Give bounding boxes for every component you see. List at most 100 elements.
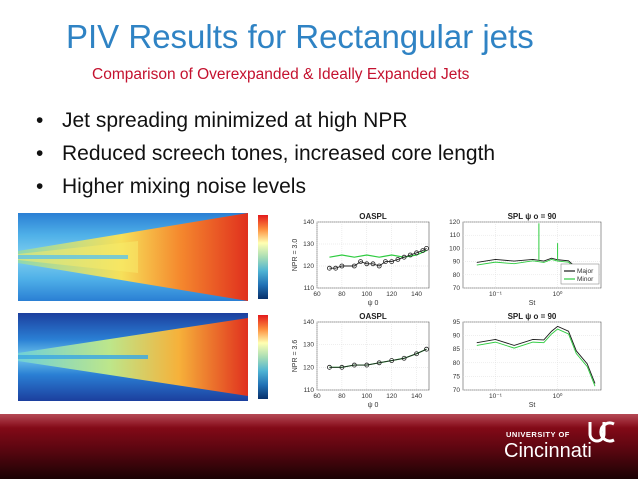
logo-university-text: UNIVERSITY OF <box>506 430 570 439</box>
colorbar <box>258 215 268 299</box>
y-tick-label: 85 <box>453 346 461 353</box>
series-line <box>329 248 427 269</box>
oaspl-chart-npr30: 110 120 130 140 60 80 100 120 140 OASPL ψ 0 NPR = 3… <box>287 210 435 308</box>
chart-title: OASPL <box>359 312 387 321</box>
data-point <box>420 248 426 253</box>
y-tick-label: 100 <box>449 245 460 252</box>
y-tick-label: 90 <box>453 333 461 340</box>
series-line <box>329 348 427 368</box>
data-point <box>339 263 345 269</box>
chart-title: OASPL <box>359 212 387 221</box>
colorbar-ticks <box>270 215 282 299</box>
x-tick-label: 100 <box>361 393 372 400</box>
data-point <box>395 257 401 262</box>
y-tick-label: 140 <box>303 319 314 326</box>
oaspl-chart-svg: 110 120 130 140 60 80 100 120 140 OASPL ψ 0 NPR = 3… <box>292 212 430 307</box>
legend-label: Minor <box>577 276 594 283</box>
bullet-icon: • <box>36 142 44 165</box>
data-point <box>376 263 382 269</box>
data-point <box>424 246 429 251</box>
x-axis-label: St <box>529 402 536 409</box>
spl-chart-npr30: 70 80 90 100 110 120 10⁻¹ 10⁰ SPL ψ o = 90 St Majo… <box>437 210 607 308</box>
uc-logo-icon <box>588 421 615 443</box>
data-point <box>364 261 370 267</box>
y-tick-label: 130 <box>303 241 314 248</box>
piv-field-image <box>18 313 248 401</box>
y-tick-label: 140 <box>303 219 314 226</box>
x-tick-label: 10⁻¹ <box>489 393 503 400</box>
university-logo: UNIVERSITY OF Cincinnati <box>500 418 628 474</box>
data-point <box>424 346 429 352</box>
series-line <box>476 325 596 384</box>
chart-title: SPL ψ o = 90 <box>508 212 557 221</box>
bullet-icon: • <box>36 109 44 132</box>
plot-frame <box>316 321 430 391</box>
data-point <box>376 360 382 366</box>
piv-contour-ideally-expanded <box>18 313 283 401</box>
data-point <box>327 265 332 271</box>
y-tick-label: 95 <box>453 319 461 326</box>
data-point <box>389 259 395 264</box>
bullet-icon: • <box>36 175 44 198</box>
y-tick-label: 70 <box>453 285 461 292</box>
spl-chart-npr36: 70 75 80 85 90 95 10⁻¹ 10⁰ SPL ψ o = 90 St <box>437 310 607 410</box>
y-tick-label: 130 <box>303 342 314 349</box>
x-tick-label: 120 <box>386 291 397 298</box>
piv-field-image <box>18 213 248 301</box>
footer-band <box>0 414 638 479</box>
colorbar <box>258 315 268 399</box>
data-point <box>401 254 407 260</box>
x-tick-label: 80 <box>338 393 346 400</box>
legend-label: Major <box>577 268 594 275</box>
y-tick-label: 70 <box>453 387 461 394</box>
data-point <box>389 358 395 363</box>
bullet-text: Reduced screech tones, increased core le… <box>62 142 496 165</box>
y-tick-label: 80 <box>453 272 461 279</box>
y-axis-label: NPR = 3.6 <box>292 340 299 373</box>
bullet-item: • Higher mixing noise levels <box>36 170 495 203</box>
y-tick-label: 80 <box>453 360 461 367</box>
bullet-item: • Jet spreading minimized at high NPR <box>36 104 495 137</box>
x-axis-label: ψ 0 <box>368 402 379 409</box>
x-tick-label: 10⁰ <box>553 392 563 400</box>
data-point <box>364 362 370 368</box>
y-tick-label: 110 <box>304 285 315 292</box>
data-point <box>407 252 413 258</box>
data-point <box>414 250 419 256</box>
chart-title: SPL ψ o = 90 <box>508 312 557 321</box>
x-axis-label: St <box>529 300 536 307</box>
spl-chart-svg: 70 75 80 85 90 95 10⁻¹ 10⁰ SPL ψ o = 90 St <box>453 312 602 409</box>
x-tick-label: 120 <box>386 393 397 400</box>
data-point <box>414 351 419 357</box>
bullet-list: • Jet spreading minimized at high NPR • Re… <box>36 104 495 203</box>
data-point <box>327 364 332 370</box>
x-tick-label: 60 <box>313 291 321 298</box>
data-point <box>401 355 407 361</box>
data-point <box>333 265 339 271</box>
y-tick-label: 110 <box>450 232 461 239</box>
data-point <box>351 362 357 368</box>
piv-contour-overexpanded <box>18 213 283 301</box>
logo-city-text: Cincinnati <box>504 440 592 462</box>
series-line <box>476 328 596 387</box>
y-tick-label: 120 <box>303 364 314 371</box>
y-axis-label: NPR = 3.0 <box>292 239 299 272</box>
data-point <box>383 259 388 264</box>
y-tick-label: 90 <box>453 259 461 266</box>
data-point <box>370 261 376 267</box>
bullet-item: • Reduced screech tones, increased core l… <box>36 137 495 170</box>
x-tick-label: 10⁻¹ <box>489 291 503 298</box>
x-tick-label: 140 <box>411 291 422 298</box>
y-tick-label: 120 <box>303 263 314 270</box>
bullet-text: Jet spreading minimized at high NPR <box>62 109 408 132</box>
x-axis-label: ψ 0 <box>368 300 379 307</box>
spl-chart-svg: 70 80 90 100 110 120 10⁻¹ 10⁰ SPL ψ o = 90 St Majo… <box>449 212 602 307</box>
slide-subtitle: Comparison of Overexpanded & Ideally Exp… <box>92 66 470 83</box>
data-point <box>351 263 357 269</box>
x-tick-label: 100 <box>361 291 372 298</box>
data-point <box>339 364 345 370</box>
data-point <box>358 259 363 264</box>
bullet-text: Higher mixing noise levels <box>62 175 306 198</box>
y-tick-label: 75 <box>453 373 461 380</box>
oaspl-chart-svg: 110 120 130 140 60 80 100 120 140 OASPL ψ 0 NPR = 3… <box>292 312 430 409</box>
